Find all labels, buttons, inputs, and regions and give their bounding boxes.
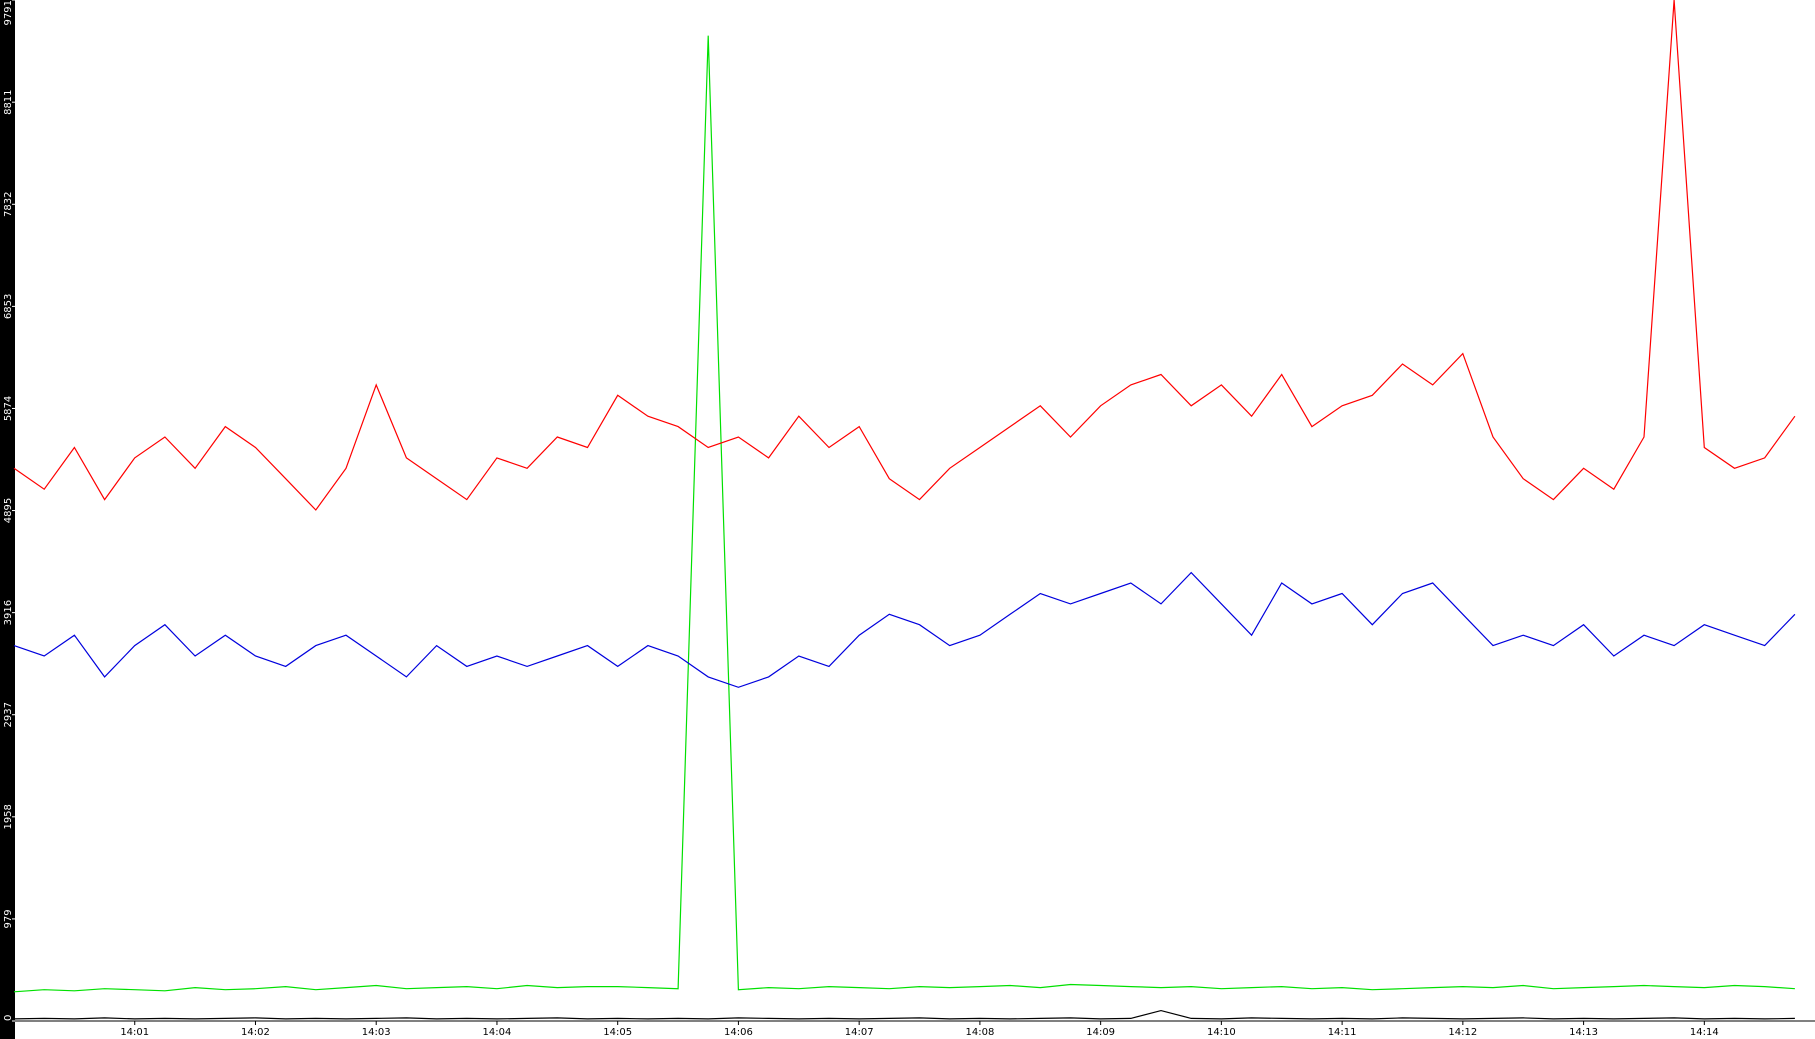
y-tick-label: 4895: [3, 498, 14, 523]
y-tick-label: 7832: [3, 192, 14, 217]
x-tick-label: 14:13: [1569, 1027, 1598, 1038]
x-tick-label: 14:02: [241, 1027, 270, 1038]
y-tick-label: 8811: [3, 89, 14, 114]
x-tick-label: 14:06: [724, 1027, 753, 1038]
series-line: [13, 571, 1796, 688]
y-tick-label: 2937: [3, 702, 14, 727]
y-tick-label: 5874: [3, 396, 14, 421]
x-tick-label: 14:14: [1690, 1027, 1719, 1038]
series-line: [13, 1009, 1795, 1020]
x-tick-label: 14:01: [120, 1027, 149, 1038]
y-tick-label: 6853: [3, 294, 14, 319]
y-tick-label: 3916: [3, 600, 14, 625]
x-tick-label: 14:10: [1207, 1027, 1236, 1038]
series-line: [13, 0, 1796, 511]
y-tick-label: 1958: [3, 804, 14, 829]
x-tick-label: 14:05: [603, 1027, 632, 1038]
x-tick-label: 14:08: [965, 1027, 994, 1038]
series-line: [13, 35, 1795, 993]
x-tick-label: 14:09: [1086, 1027, 1115, 1038]
y-tick-label: 9791: [3, 0, 14, 25]
x-tick-label: 14:12: [1448, 1027, 1477, 1038]
y-axis-bar: [0, 0, 15, 1039]
x-tick-label: 14:11: [1328, 1027, 1357, 1038]
y-tick-label: 0: [3, 1015, 14, 1021]
x-tick-label: 14:03: [362, 1027, 391, 1038]
x-tick-label: 14:04: [483, 1027, 512, 1038]
x-tick-label: 14:07: [845, 1027, 874, 1038]
y-tick-label: 979: [3, 909, 14, 928]
